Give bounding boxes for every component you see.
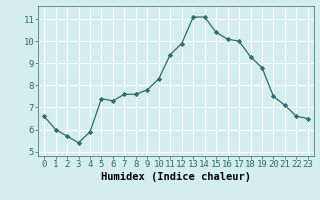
X-axis label: Humidex (Indice chaleur): Humidex (Indice chaleur) bbox=[101, 172, 251, 182]
